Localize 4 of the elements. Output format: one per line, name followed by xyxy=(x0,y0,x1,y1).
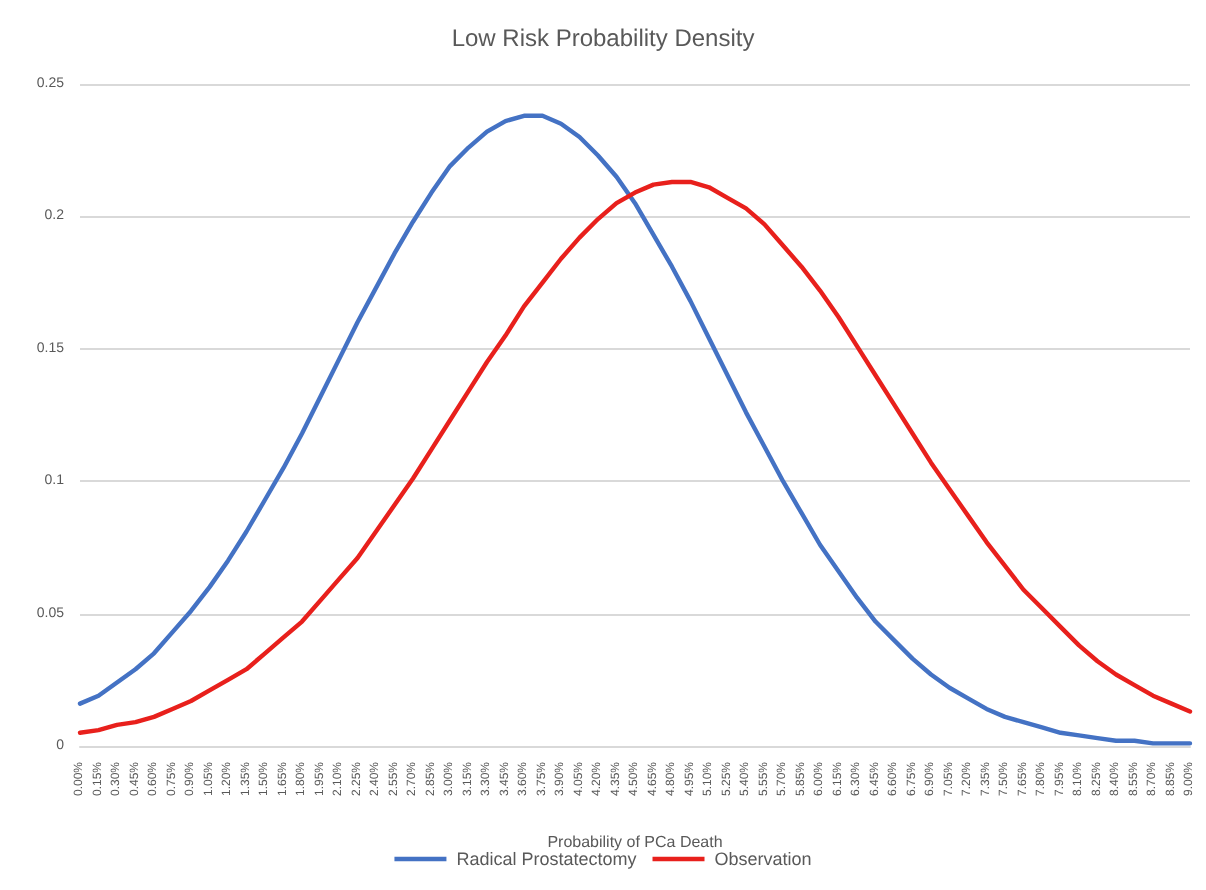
chart-title: Low Risk Probability Density xyxy=(451,24,755,52)
legend-label: Observation xyxy=(714,849,812,869)
x-axis-title: Probability of PCa Death xyxy=(547,833,723,851)
legend-label: Radical Prostatectomy xyxy=(456,849,638,869)
